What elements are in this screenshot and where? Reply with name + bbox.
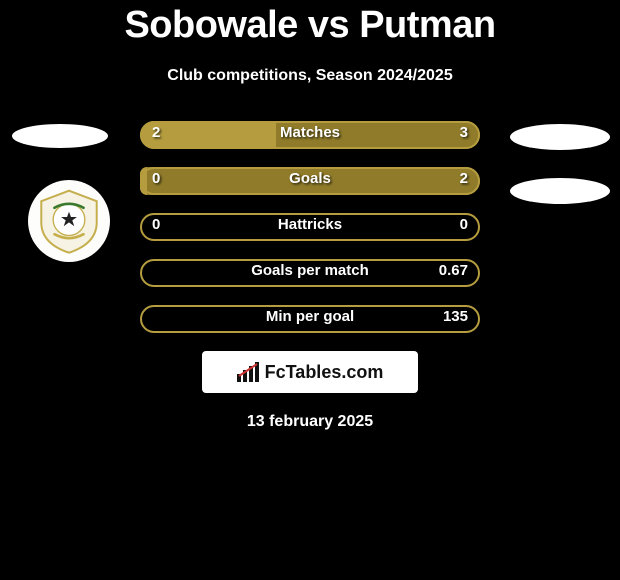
stat-label: Goals [140, 170, 480, 187]
date-label: 13 february 2025 [0, 413, 620, 431]
player-left-avatar-placeholder [12, 124, 108, 148]
stat-row: 135Min per goal [140, 305, 480, 333]
club-left-crest [28, 180, 110, 262]
stat-row: 0.67Goals per match [140, 259, 480, 287]
stat-label: Goals per match [140, 262, 480, 279]
stat-label: Min per goal [140, 308, 480, 325]
brand-box[interactable]: FcTables.com [202, 351, 418, 393]
brand-label: FcTables.com [265, 362, 384, 383]
stat-label: Hattricks [140, 216, 480, 233]
stat-row: 00Hattricks [140, 213, 480, 241]
crest-icon [36, 188, 102, 254]
club-right-placeholder [510, 178, 610, 204]
comparison-card: Sobowale vs Putman Club competitions, Se… [0, 0, 620, 580]
bars-icon [237, 362, 261, 382]
page-title: Sobowale vs Putman [0, 0, 620, 47]
stat-row: 23Matches [140, 121, 480, 149]
stat-row: 02Goals [140, 167, 480, 195]
player-right-avatar-placeholder [510, 124, 610, 150]
subtitle: Club competitions, Season 2024/2025 [0, 67, 620, 85]
stat-label: Matches [140, 124, 480, 141]
